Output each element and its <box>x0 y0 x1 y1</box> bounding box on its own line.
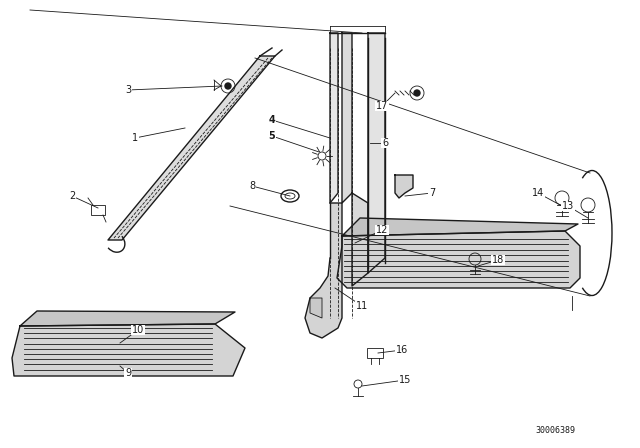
Text: 15: 15 <box>399 375 411 385</box>
Polygon shape <box>12 324 245 376</box>
Text: 5: 5 <box>269 131 275 141</box>
Text: 1: 1 <box>132 133 138 143</box>
Polygon shape <box>342 33 352 203</box>
Text: 14: 14 <box>532 188 544 198</box>
Polygon shape <box>368 33 385 273</box>
Polygon shape <box>330 33 338 203</box>
Bar <box>91 205 105 215</box>
Polygon shape <box>20 311 235 326</box>
Text: 2: 2 <box>69 191 75 201</box>
Circle shape <box>318 152 326 160</box>
Polygon shape <box>352 193 368 286</box>
Text: 7: 7 <box>429 188 435 198</box>
Polygon shape <box>342 218 578 236</box>
Text: 12: 12 <box>376 225 388 235</box>
Polygon shape <box>337 231 580 288</box>
Circle shape <box>225 83 231 89</box>
Polygon shape <box>108 56 275 240</box>
Text: 16: 16 <box>396 345 408 355</box>
Bar <box>367 348 383 358</box>
Circle shape <box>414 90 420 96</box>
Text: 30006389: 30006389 <box>535 426 575 435</box>
Text: 17: 17 <box>376 101 388 111</box>
Text: 6: 6 <box>382 138 388 148</box>
Text: 10: 10 <box>132 325 144 335</box>
Text: 18: 18 <box>492 255 504 265</box>
Text: 8: 8 <box>249 181 255 191</box>
Text: 4: 4 <box>269 115 275 125</box>
Text: 9: 9 <box>125 368 131 378</box>
Polygon shape <box>305 203 342 338</box>
Text: 3: 3 <box>125 85 131 95</box>
Polygon shape <box>395 175 413 198</box>
Text: 13: 13 <box>562 201 574 211</box>
Polygon shape <box>310 298 322 318</box>
Text: 11: 11 <box>356 301 368 311</box>
